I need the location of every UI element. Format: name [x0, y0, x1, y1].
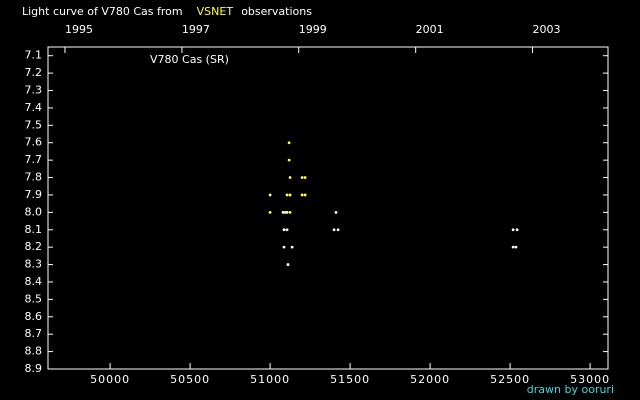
x-tick-label: 50500: [170, 373, 210, 386]
credit: drawn by ooruri: [527, 383, 614, 396]
x2-tick-label: 2003: [532, 23, 560, 36]
data-point: [268, 210, 272, 214]
data-point: [334, 210, 338, 214]
data-point: [283, 210, 287, 214]
y-tick-label: 8.3: [25, 258, 43, 271]
x2-tick-label: 1999: [299, 23, 327, 36]
data-point: [303, 176, 307, 179]
y-tick-label: 8.7: [25, 327, 43, 340]
x2-tick-label: 1997: [182, 23, 210, 36]
x-tick-label: 52500: [490, 373, 530, 386]
data-point: [288, 210, 292, 214]
y-tick-label: 7.8: [25, 171, 43, 184]
data-point: [282, 228, 286, 232]
data-point: [288, 193, 292, 197]
data-point: [285, 193, 289, 197]
x-tick-label: 50000: [90, 373, 130, 386]
y-tick-label: 8.5: [25, 292, 43, 305]
data-point: [285, 210, 289, 214]
x-tick-label: 52000: [410, 373, 450, 386]
data-point: [336, 228, 340, 232]
data-point: [286, 263, 290, 266]
data-point: [511, 245, 515, 249]
y-tick-label: 8.9: [25, 362, 43, 375]
y-tick-label: 7.3: [25, 84, 43, 97]
y-tick-label: 8.1: [25, 223, 43, 236]
x2-tick-label: 2001: [416, 23, 444, 36]
data-point: [515, 228, 519, 232]
data-point: [332, 228, 336, 232]
y-tick-label: 8.0: [25, 205, 43, 218]
data-point: [300, 176, 304, 179]
data-point: [290, 245, 294, 249]
data-point: [511, 228, 515, 232]
plot-frame: [47, 46, 609, 370]
title-end: observations: [241, 5, 312, 18]
data-point: [288, 176, 292, 179]
y-tick-label: 8.2: [25, 240, 43, 253]
x-tick-label: 51000: [250, 373, 290, 386]
data-point: [303, 193, 307, 197]
y-tick-label: 7.2: [25, 66, 43, 79]
x2-tick-label: 1995: [65, 23, 93, 36]
y-tick-label: 7.7: [25, 153, 43, 166]
data-point: [285, 228, 289, 232]
y-tick-label: 7.6: [25, 136, 43, 149]
x-tick-label: 53000: [570, 373, 610, 386]
y-tick-label: 8.4: [25, 275, 43, 288]
legend-entry: VSNET: [197, 5, 234, 18]
data-point: [300, 193, 304, 197]
title-start: Light curve of V780 Cas from: [22, 5, 183, 18]
data-point: [287, 158, 291, 162]
y-tick-label: 8.8: [25, 345, 43, 358]
y-tick-label: 7.1: [25, 49, 43, 62]
y-tick-label: 7.9: [25, 188, 43, 201]
data-point: [514, 245, 518, 249]
y-tick-label: 7.5: [25, 118, 43, 131]
chart-title: Light curve of V780 Cas from VSNET observa…: [22, 5, 312, 18]
y-tick-label: 8.6: [25, 310, 43, 323]
data-point: [282, 245, 286, 249]
data-point: [268, 193, 272, 197]
data-point: [281, 210, 285, 214]
x-tick-label: 51500: [330, 373, 370, 386]
annotation: V780 Cas (SR): [150, 53, 229, 66]
y-tick-label: 7.4: [25, 101, 43, 114]
data-point: [287, 141, 291, 145]
